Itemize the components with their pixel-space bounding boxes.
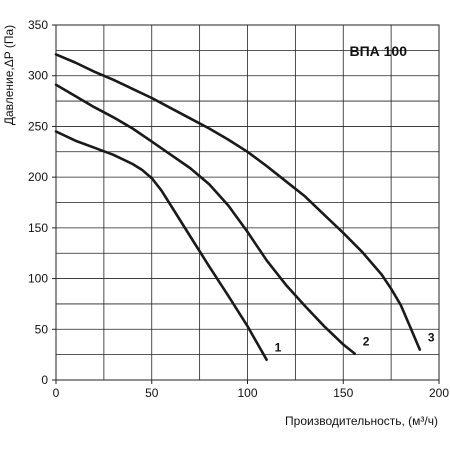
curve-label-1: 1 (275, 341, 282, 355)
y-tick-label: 350 (28, 18, 48, 32)
x-tick-label: 100 (237, 386, 257, 400)
y-axis-label: Давление,ΔP (Па) (2, 25, 16, 125)
chart-title: ВПА 100 (349, 43, 407, 59)
curve-1 (54, 130, 268, 361)
x-tick-label: 0 (53, 386, 60, 400)
grid (56, 25, 439, 380)
y-tick-label: 0 (41, 373, 48, 387)
x-tick-label: 50 (145, 386, 159, 400)
curve-labels: 1 2 3 (275, 331, 435, 355)
y-tick-label: 50 (35, 322, 49, 336)
y-tick-label: 250 (28, 119, 48, 133)
curve-2 (54, 83, 356, 355)
x-tick-label: 200 (429, 386, 449, 400)
y-tick-label: 200 (28, 170, 48, 184)
curve-label-3: 3 (428, 331, 435, 345)
tick-labels: 0 50 100 150 200 0 50 100 150 200 250 300 350 (28, 18, 449, 400)
y-tick-label: 150 (28, 221, 48, 235)
x-axis-label: Производительность, (м³/ч) (285, 414, 438, 428)
y-tick-label: 100 (28, 272, 48, 286)
curve-label-2: 2 (363, 335, 370, 349)
x-tick-label: 150 (333, 386, 353, 400)
curves (54, 53, 422, 361)
y-tick-label: 300 (28, 69, 48, 83)
curve-3 (54, 53, 422, 351)
